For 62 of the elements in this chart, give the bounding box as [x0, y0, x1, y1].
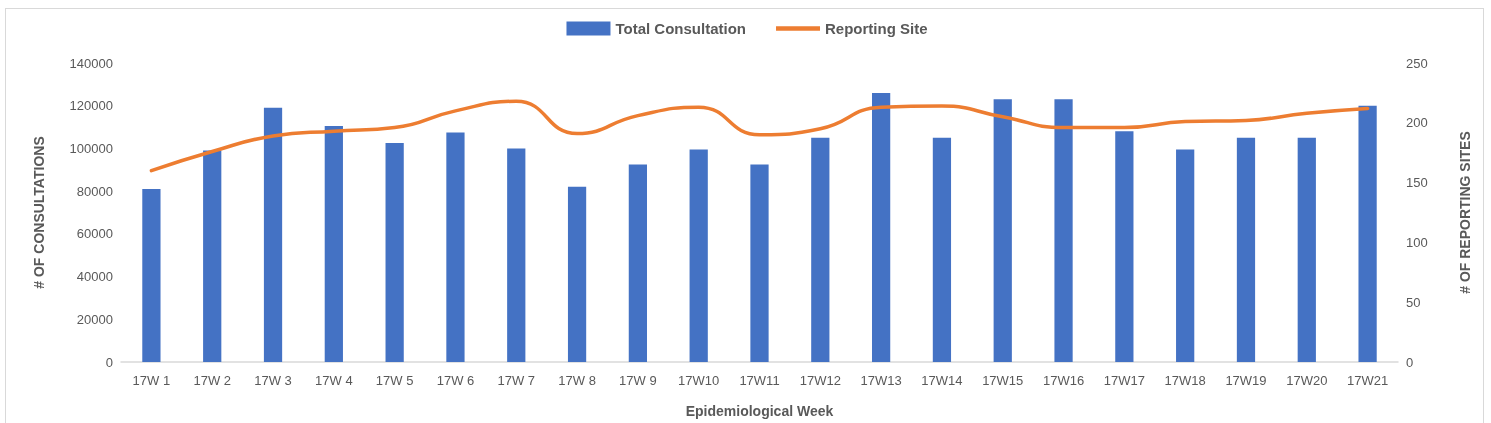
x-tick-label: 17W15 [982, 373, 1024, 388]
bar [628, 164, 647, 362]
y-tick-label: 20000 [76, 311, 113, 327]
bar [203, 150, 222, 362]
bar [1115, 131, 1134, 362]
x-tick-label: 17W16 [1042, 373, 1085, 388]
bar [750, 164, 769, 362]
x-tick-label: 17W21 [1346, 373, 1389, 388]
bar [1358, 105, 1377, 362]
bar [1176, 149, 1195, 362]
x-tick-label: 17W 8 [558, 373, 596, 388]
bar [811, 137, 830, 362]
y2-tick-label: 250 [1406, 55, 1428, 71]
x-tick-label: 17W 7 [497, 373, 536, 388]
x-tick-label: 17W 9 [619, 373, 657, 388]
x-tick-label: 17W 3 [254, 373, 292, 388]
x-tick-label: 17W10 [678, 373, 720, 388]
y-tick-label: 140000 [69, 55, 113, 71]
x-tick-label: 17W20 [1286, 373, 1328, 388]
x-tick-label: 17W 2 [193, 373, 231, 388]
y-tick-label: 80000 [76, 183, 113, 199]
x-tick-label: 17W17 [1103, 373, 1145, 388]
y2-tick-label: 100 [1406, 234, 1428, 250]
x-tick-label: 17W 4 [315, 373, 353, 388]
x-tick-label: 17W13 [860, 373, 902, 388]
bar [446, 132, 465, 362]
y2-tick-label: 200 [1406, 115, 1428, 131]
y2-axis-title: # OF REPORTING SITES [1457, 131, 1473, 294]
bar [142, 189, 161, 362]
x-tick-label: 17W18 [1164, 373, 1206, 388]
bar [385, 143, 404, 362]
bar [324, 126, 343, 362]
y-axis-title: # OF CONSULTATIONS [31, 136, 47, 289]
y2-tick-label: 0 [1406, 354, 1414, 370]
x-tick-label: 17W 5 [375, 373, 414, 388]
y-tick-label: 100000 [69, 140, 113, 156]
y2-tick-label: 50 [1406, 294, 1421, 310]
y-tick-label: 120000 [69, 98, 113, 114]
y-tick-label: 60000 [76, 226, 113, 242]
bar [689, 149, 708, 362]
bar [993, 99, 1012, 362]
legend-label: Reporting Site [825, 20, 928, 37]
x-tick-label: 17W12 [799, 373, 841, 388]
y-tick-label: 0 [105, 354, 113, 370]
x-tick-label: 17W 1 [132, 373, 171, 388]
bar [507, 148, 526, 362]
legend-label: Total Consultation [615, 20, 747, 37]
x-tick-label: 17W11 [739, 373, 780, 388]
bar [932, 137, 952, 362]
y2-tick-label: 150 [1406, 175, 1428, 191]
y-tick-label: 40000 [76, 269, 113, 285]
line-series [149, 99, 1370, 173]
bar [872, 92, 891, 362]
bar [263, 107, 283, 362]
bar [1297, 137, 1316, 362]
bar [1054, 99, 1073, 362]
x-tick-label: 17W 6 [436, 373, 475, 388]
bar [567, 186, 587, 362]
x-axis-title: Epidemiological Week [685, 403, 834, 419]
x-tick-label: 17W14 [921, 373, 963, 388]
bar [1236, 137, 1256, 362]
x-tick-label: 17W19 [1225, 373, 1267, 388]
